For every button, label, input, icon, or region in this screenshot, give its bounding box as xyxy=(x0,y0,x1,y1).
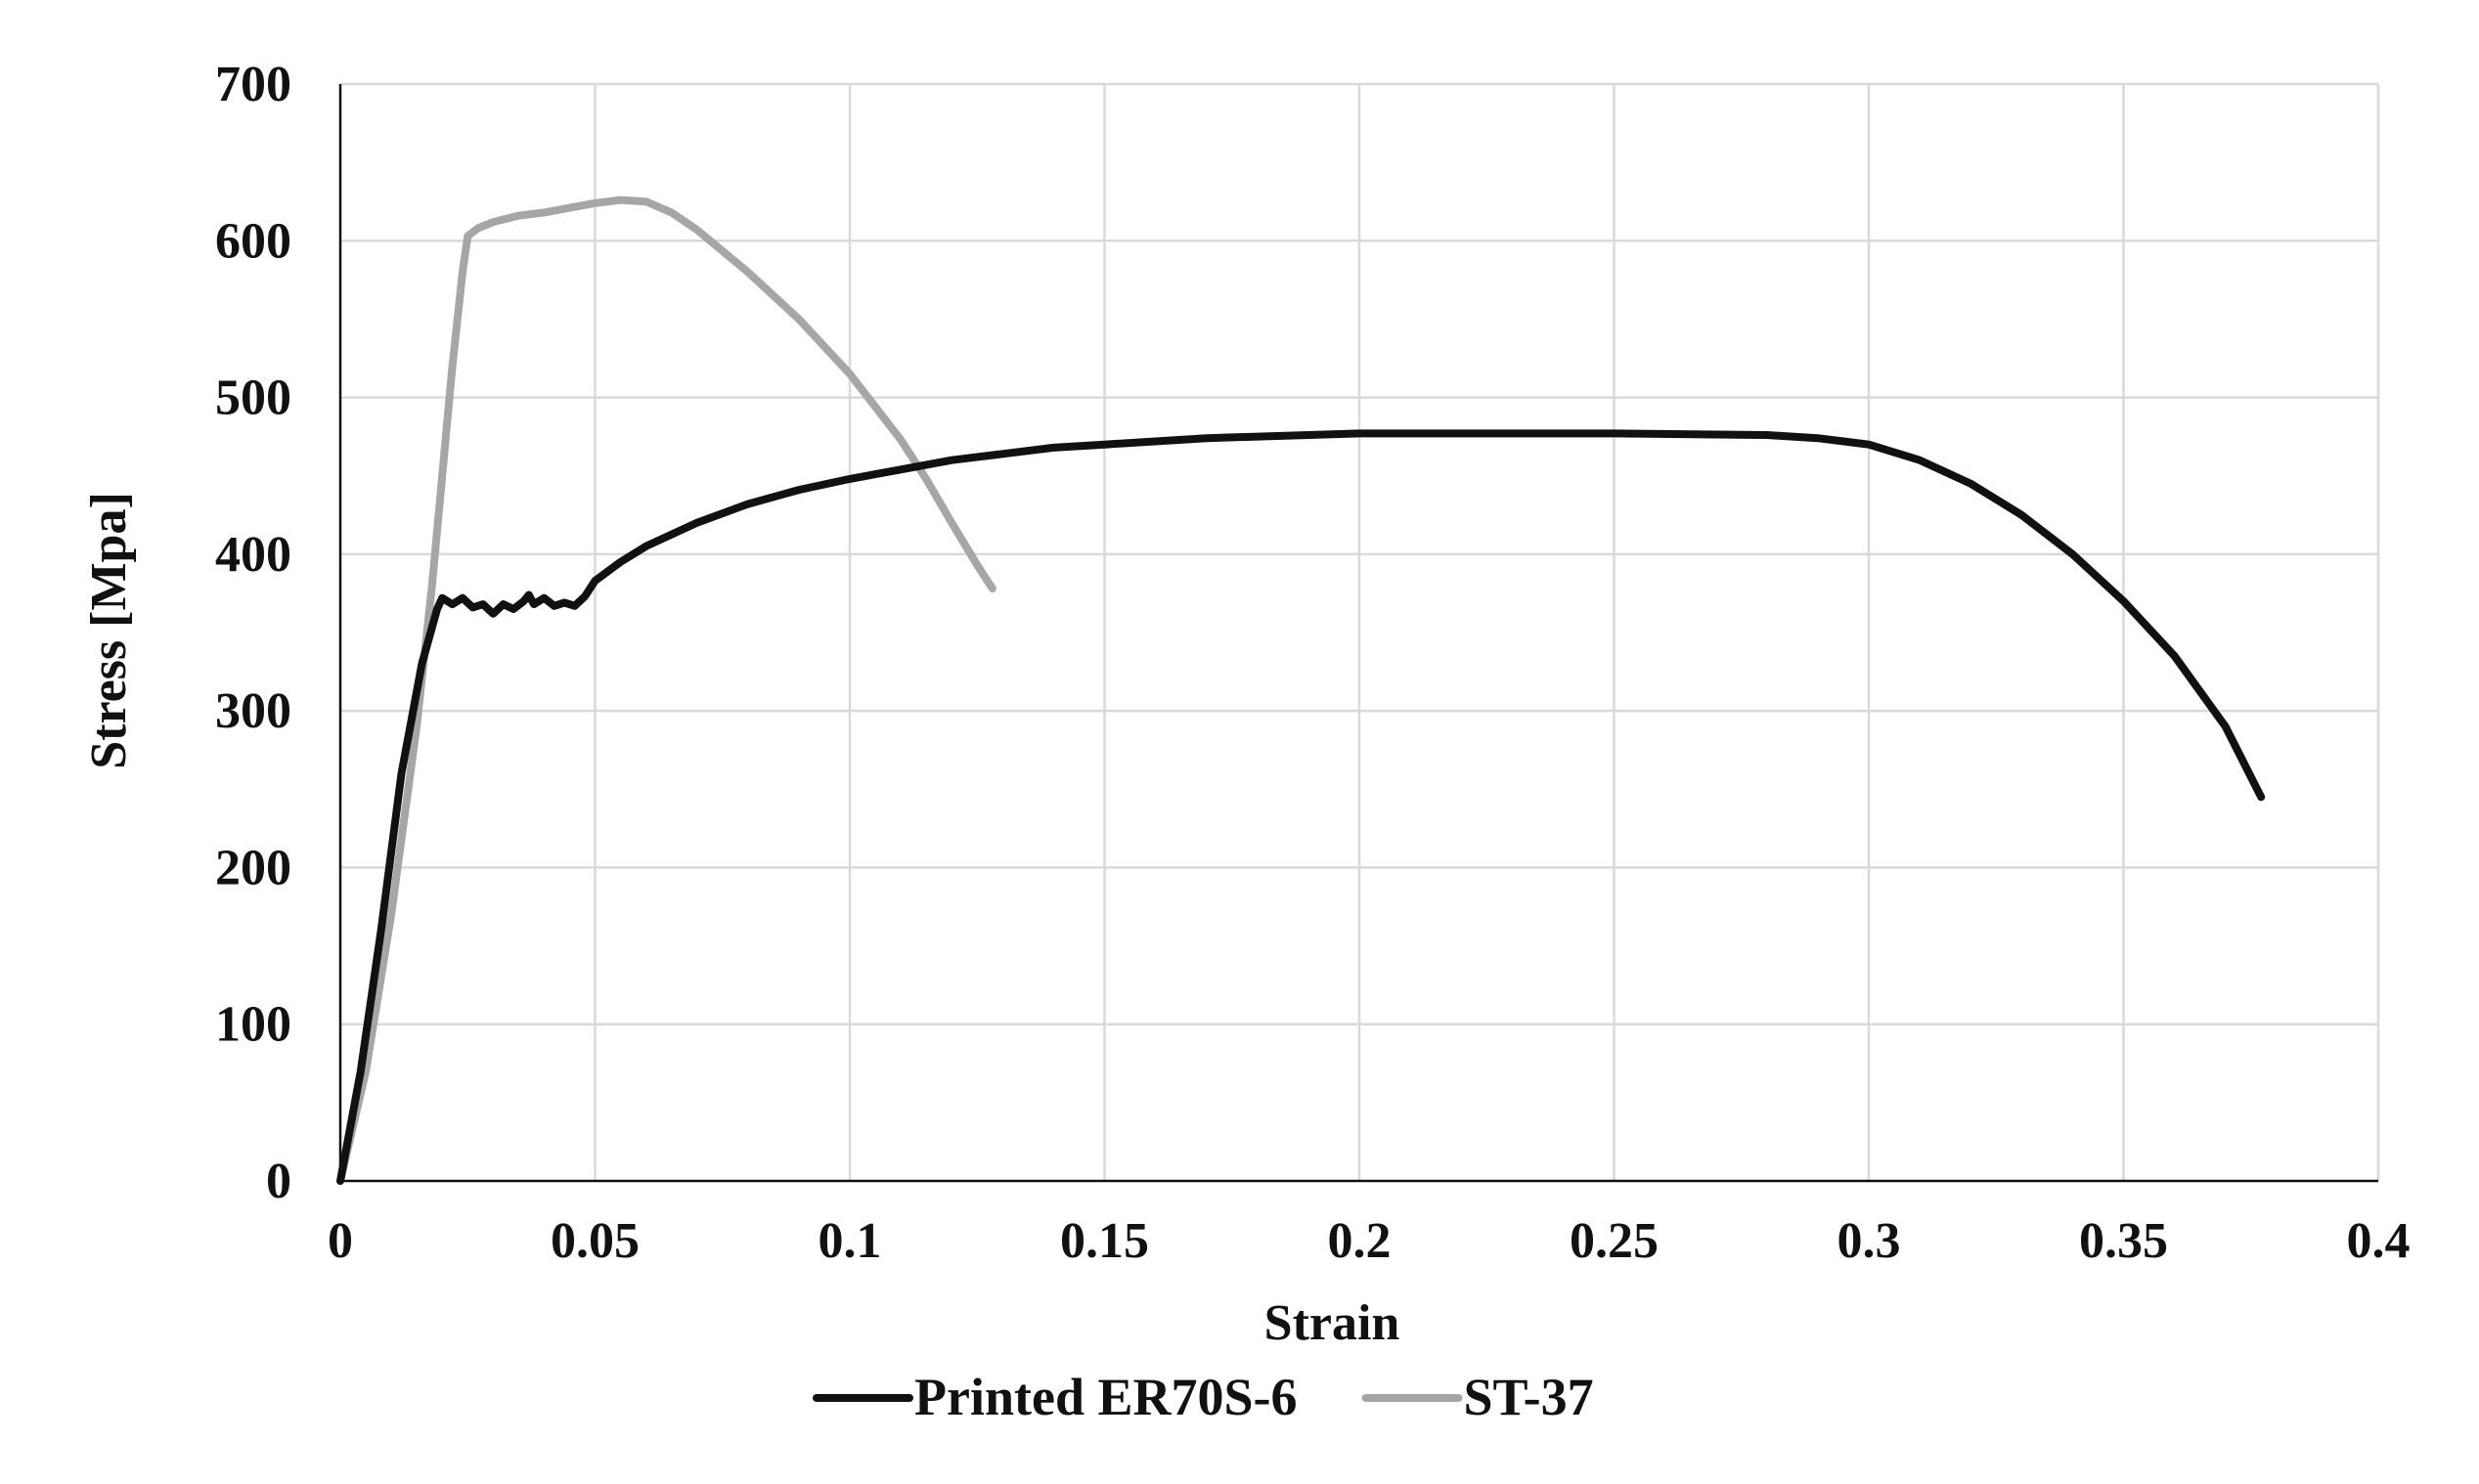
legend: Printed ER70S-6 ST-37 xyxy=(813,1368,1594,1426)
y-tick-label: 200 xyxy=(215,840,291,895)
y-tick-label: 300 xyxy=(215,683,291,739)
x-axis-title: Strain xyxy=(1264,1295,1400,1351)
series-line-printed-er70s-6 xyxy=(336,429,2266,1185)
y-tick-label: 400 xyxy=(215,527,291,583)
y-tick-label: 700 xyxy=(215,57,291,112)
y-axis-title: Stress [Mpa] xyxy=(81,492,137,769)
x-tick-label: 0.3 xyxy=(1837,1213,1901,1269)
x-tick-label: 0.2 xyxy=(1328,1213,1392,1269)
y-tick-label: 600 xyxy=(215,213,291,269)
x-tick-label: 0.4 xyxy=(2347,1213,2411,1269)
y-tick-label: 0 xyxy=(266,1154,291,1209)
legend-label-st-37: ST-37 xyxy=(1464,1368,1594,1426)
x-tick-label: 0.1 xyxy=(819,1213,882,1269)
x-tick-label: 0.25 xyxy=(1570,1213,1659,1269)
x-tick-label: 0.05 xyxy=(551,1213,640,1269)
x-tick-label: 0.35 xyxy=(2079,1213,2168,1269)
legend-label-printed-er70s-6: Printed ER70S-6 xyxy=(914,1368,1298,1426)
series-line-st-37 xyxy=(336,196,996,1185)
y-tick-label: 100 xyxy=(215,997,291,1053)
x-tick-label: 0.15 xyxy=(1060,1213,1149,1269)
y-tick-label: 500 xyxy=(215,371,291,426)
x-tick-label: 0 xyxy=(328,1213,353,1269)
